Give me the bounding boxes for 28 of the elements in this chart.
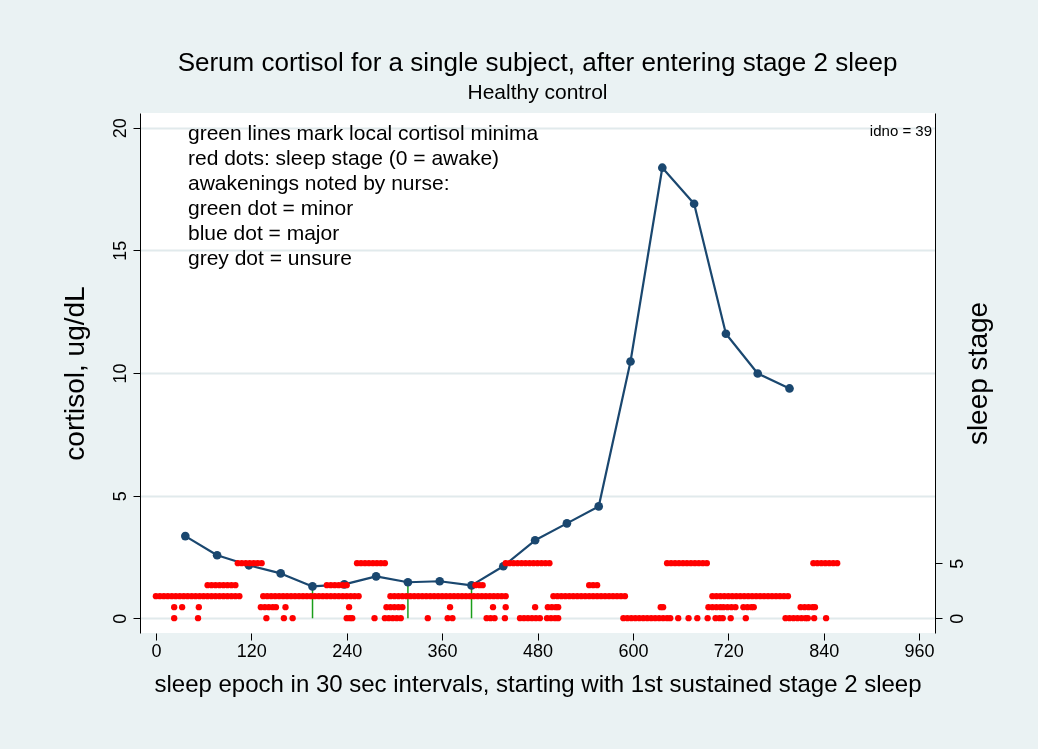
y-tick-label: 20 xyxy=(109,118,130,139)
annotation: red dots: sleep stage (0 = awake) xyxy=(188,146,500,169)
x-tick-label: 960 xyxy=(904,640,935,661)
x-tick-label: 120 xyxy=(236,640,267,661)
x-axis-title: sleep epoch in 30 sec intervals, starting with 1st sustained stage 2 sleep xyxy=(154,669,922,697)
annotation: green dot = minor xyxy=(188,196,354,219)
annotation: grey dot = unsure xyxy=(188,246,353,269)
annotation: blue dot = major xyxy=(188,221,340,244)
y-tick-label: 15 xyxy=(109,240,130,261)
y-axis-title: cortisol, ug/dL xyxy=(58,286,90,461)
x-tick-label: 720 xyxy=(713,640,744,661)
y2-tick-label: 0 xyxy=(946,613,967,624)
y2-axis-title: sleep stage xyxy=(961,301,993,446)
x-tick-label: 480 xyxy=(522,640,554,661)
chart-title: Serum cortisol for a single subject, after entering stage 2 sleep xyxy=(177,47,898,77)
chart-subtitle: Healthy control xyxy=(467,80,608,103)
x-tick-label: 600 xyxy=(618,640,649,661)
x-tick-label: 360 xyxy=(427,640,458,661)
x-tick-label: 0 xyxy=(151,640,162,661)
y-tick-label: 0 xyxy=(109,613,130,624)
y-tick-label: 10 xyxy=(109,363,130,384)
annotation: green lines mark local cortisol minima xyxy=(188,121,539,144)
y-tick-label: 5 xyxy=(109,491,130,502)
x-tick-label: 840 xyxy=(809,640,840,661)
x-tick-label: 240 xyxy=(332,640,363,661)
y2-tick-label: 5 xyxy=(946,558,967,569)
annotation: awakenings noted by nurse: xyxy=(188,171,450,194)
annotation: idno = 39 xyxy=(869,122,932,139)
